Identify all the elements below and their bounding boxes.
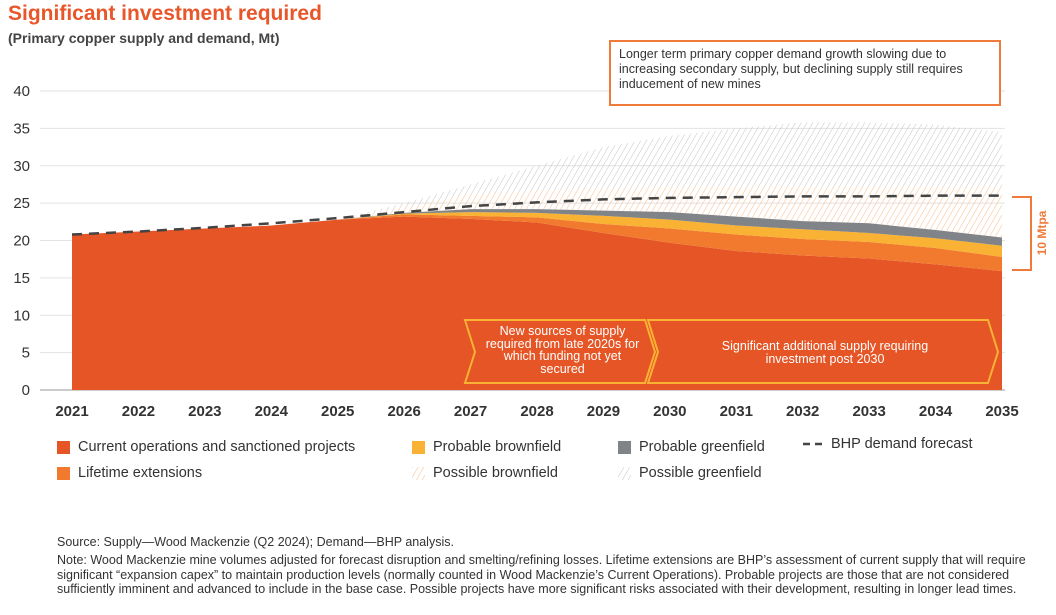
x-tick-label: 2026 [387,403,420,420]
x-tick-label: 2033 [852,403,885,420]
arrow-new-sources-text: New sources of supply required from late… [485,325,640,376]
legend-probable-greenfield: Probable greenfield [618,439,765,455]
legend-possible-brownfield: Possible brownfield [412,465,558,481]
legend-label: Probable brownfield [433,439,562,455]
area-probable-brownfield [72,212,1002,257]
legend-swatch [57,466,70,480]
line-demand-forecast [71,194,1002,236]
x-tick-label: 2032 [786,403,819,420]
x-tick-label: 2025 [321,403,354,420]
x-tick-label: 2027 [454,403,487,420]
y-tick-label: 35 [13,120,30,137]
legend-swatch [618,440,631,454]
area-probable-greenfield [72,209,1002,246]
arrow-new-sources: New sources of supply required from late… [463,319,657,384]
y-tick-label: 30 [13,158,30,175]
chart-subtitle: (Primary copper supply and demand, Mt) [8,30,280,46]
note-text: Note: Wood Mackenzie mine volumes adjust… [57,553,1026,596]
annotation-box: Longer term primary copper demand growth… [609,40,1001,106]
x-tick-label: 2030 [653,403,686,420]
x-tick-label: 2023 [188,403,221,420]
legend-lifetime-extensions: Lifetime extensions [57,465,202,481]
bracket-label: 10 Mtpa [1035,210,1049,255]
legend-possible-greenfield: Possible greenfield [618,465,762,481]
x-tick-label: 2024 [255,403,289,420]
legend-swatch [618,466,631,480]
legend-label: Lifetime extensions [78,465,203,481]
x-tick-label: 2029 [587,403,620,420]
x-tick-label: 2034 [919,403,953,420]
legend-swatch [57,440,70,454]
legend-probable-brownfield: Probable brownfield [412,439,561,455]
arrow-additional-supply-text: Significant additional supply requiring … [721,340,929,366]
y-tick-label: 20 [13,233,30,250]
y-tick-label: 10 [13,307,30,324]
x-tick-label: 2022 [122,403,155,420]
x-tick-label: 2031 [720,403,753,420]
legend-label: BHP demand forecast [831,436,973,452]
bracket-10-mtpa: 10 Mtpa [1012,196,1049,271]
legend-swatch [412,440,425,454]
area-current-operations-and-sanctioned-projects [72,216,1002,390]
x-tick-label: 2035 [985,403,1018,420]
y-tick-label: 25 [13,195,30,212]
y-tick-label: 15 [13,270,30,287]
legend-label: Current operations and sanctioned projec… [78,439,356,455]
chart-title: Significant investment required [8,2,322,25]
x-tick-label: 2021 [55,403,88,420]
legend-demand-forecast: BHP demand forecast [803,436,973,452]
area-possible-greenfield [72,122,1002,235]
area-lifetime-extensions [72,214,1002,272]
y-tick-label: 5 [22,345,30,362]
legend-current-operations: Current operations and sanctioned projec… [57,439,355,455]
y-tick-label: 40 [13,83,30,100]
legend-dash [803,442,823,446]
legend-label: Probable greenfield [639,439,765,455]
y-tick-label: 0 [22,382,30,399]
arrow-additional-supply: Significant additional supply requiring … [646,319,1000,384]
area-possible-brownfield [72,186,1002,238]
x-tick-label: 2028 [520,403,553,420]
legend-label: Possible brownfield [433,465,558,481]
source-text: Source: Supply—Wood Mackenzie (Q2 2024);… [57,535,454,549]
legend-label: Possible greenfield [639,465,762,481]
legend-swatch [412,466,425,480]
